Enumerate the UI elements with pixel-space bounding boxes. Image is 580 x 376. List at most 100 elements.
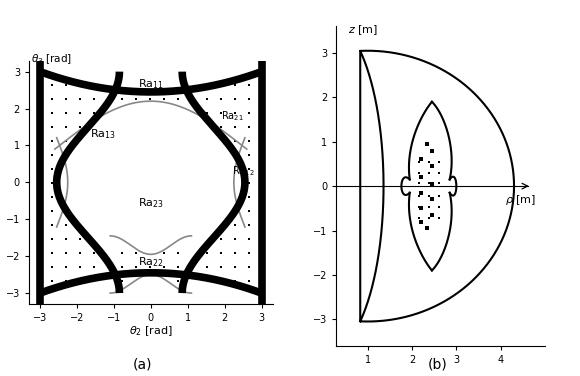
Point [424,180,433,186]
Point [174,264,183,270]
Point [216,264,225,270]
Point [90,250,99,256]
Point [75,264,85,270]
Point [174,96,183,102]
Text: $z$ [m]: $z$ [m] [347,24,378,38]
Point [104,264,113,270]
Text: (b): (b) [428,358,448,371]
Text: Ra$_{11}$: Ra$_{11}$ [138,78,164,91]
Point [216,82,225,88]
Point [216,109,225,115]
Point [61,208,71,214]
Point [244,124,253,130]
Point [61,124,71,130]
Point [202,96,211,102]
Text: Ra$_{13}$: Ra$_{13}$ [90,127,116,141]
Point [414,159,423,165]
Point [416,205,426,211]
Point [75,278,85,284]
Point [435,170,444,176]
Point [75,236,85,242]
Point [230,278,239,284]
Point [188,264,197,270]
Point [48,180,57,186]
Point [244,250,253,256]
Point [48,152,57,158]
Point [230,96,239,102]
Point [230,138,239,144]
Point [427,148,437,154]
Point [414,193,423,199]
Text: Ra$_{12}$: Ra$_{12}$ [231,164,255,178]
Point [61,109,71,115]
Point [427,163,437,169]
Point [132,250,141,256]
Point [48,194,57,200]
Point [230,109,239,115]
Point [244,236,253,242]
Point [146,96,155,102]
Point [244,180,253,186]
Point [160,250,169,256]
Point [414,215,423,221]
Point [75,82,85,88]
Point [132,96,141,102]
Point [61,278,71,284]
Text: Ra$_{21}$: Ra$_{21}$ [220,109,244,123]
Point [414,170,423,176]
Point [90,96,99,102]
Text: Ra$_{22}$: Ra$_{22}$ [138,255,164,268]
Point [416,218,426,224]
Point [424,215,433,221]
Point [188,96,197,102]
Point [48,96,57,102]
Point [216,96,225,102]
Point [230,250,239,256]
Point [48,138,57,144]
Point [244,109,253,115]
Point [61,96,71,102]
Point [61,250,71,256]
Point [244,264,253,270]
Point [48,109,57,115]
Point [48,208,57,214]
Point [216,236,225,242]
Point [244,194,253,200]
Point [424,205,433,211]
Point [423,225,432,231]
Point [61,138,71,144]
Point [427,212,437,218]
Point [48,278,57,284]
Point [435,205,444,211]
Point [48,82,57,88]
Point [104,96,113,102]
Point [427,196,437,202]
Point [174,250,183,256]
Point [435,180,444,186]
Point [424,170,433,176]
Point [61,236,71,242]
Point [424,159,433,165]
Point [244,82,253,88]
Point [435,193,444,199]
Text: $\theta_3$ [rad]: $\theta_3$ [rad] [31,52,72,66]
Point [160,264,169,270]
Point [416,174,426,180]
Point [416,156,426,162]
Point [230,82,239,88]
Point [61,82,71,88]
Point [90,264,99,270]
Point [48,236,57,242]
Point [48,124,57,130]
Point [244,152,253,158]
Text: $\rho$ [m]: $\rho$ [m] [505,193,536,207]
Point [230,124,239,130]
Point [244,96,253,102]
Point [118,264,127,270]
Point [202,109,211,115]
Point [244,222,253,228]
Point [75,96,85,102]
Point [230,222,239,228]
Point [244,278,253,284]
Point [435,215,444,221]
